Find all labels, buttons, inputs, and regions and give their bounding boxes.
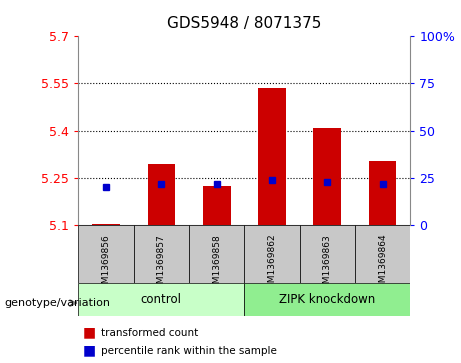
FancyBboxPatch shape [78, 225, 134, 283]
Title: GDS5948 / 8071375: GDS5948 / 8071375 [167, 16, 321, 31]
Text: GSM1369863: GSM1369863 [323, 234, 332, 294]
FancyBboxPatch shape [355, 225, 410, 283]
Bar [203, 186, 230, 225]
Bar [258, 88, 286, 225]
FancyBboxPatch shape [189, 225, 244, 283]
Text: GSM1369856: GSM1369856 [101, 234, 111, 294]
Text: percentile rank within the sample: percentile rank within the sample [101, 346, 278, 356]
Text: ZIPK knockdown: ZIPK knockdown [279, 293, 375, 306]
FancyBboxPatch shape [300, 225, 355, 283]
Text: control: control [141, 293, 182, 306]
Bar [313, 128, 341, 225]
Text: GSM1369858: GSM1369858 [212, 234, 221, 294]
Text: transformed count: transformed count [101, 328, 199, 338]
Text: GSM1369857: GSM1369857 [157, 234, 166, 294]
Bar [148, 164, 175, 225]
Text: GSM1369862: GSM1369862 [267, 234, 277, 294]
Text: GSM1369864: GSM1369864 [378, 234, 387, 294]
Text: ■: ■ [83, 343, 96, 357]
FancyBboxPatch shape [244, 225, 300, 283]
FancyBboxPatch shape [78, 283, 244, 316]
Bar [92, 224, 120, 225]
Text: ■: ■ [83, 325, 96, 339]
Bar [369, 160, 396, 225]
FancyBboxPatch shape [244, 283, 410, 316]
FancyBboxPatch shape [134, 225, 189, 283]
Text: genotype/variation: genotype/variation [5, 298, 111, 308]
